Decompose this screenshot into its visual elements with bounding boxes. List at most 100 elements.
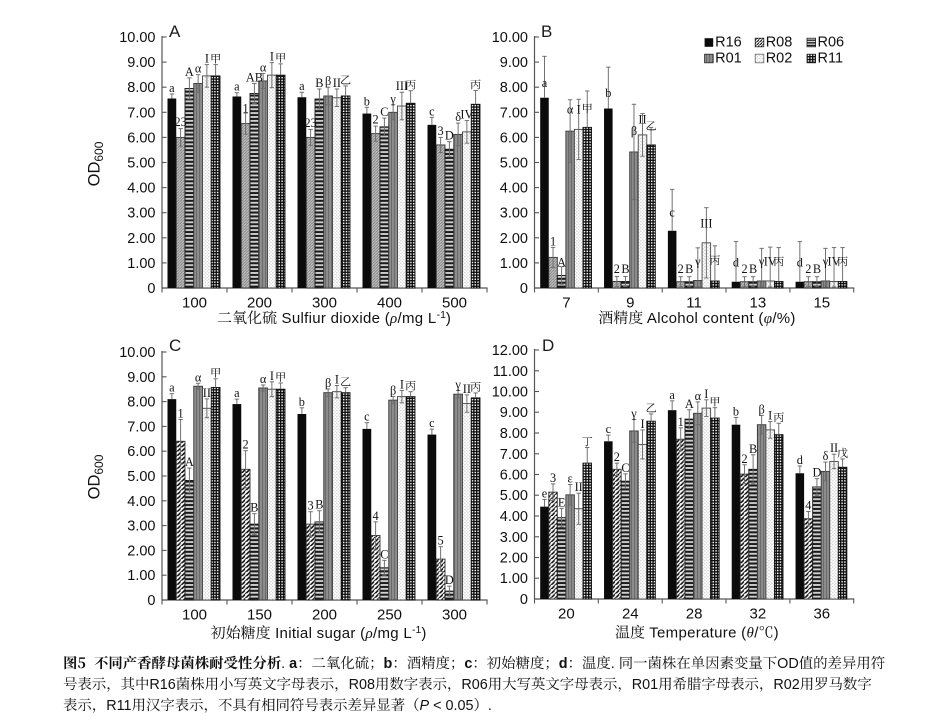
svg-text:3.00: 3.00 [127, 519, 155, 535]
svg-text:100: 100 [182, 607, 207, 624]
svg-text:γ: γ [389, 92, 396, 106]
svg-text:8.00: 8.00 [127, 395, 155, 411]
svg-text:I: I [270, 50, 274, 64]
svg-text:R01: R01 [715, 50, 742, 66]
svg-text:-1: -1 [412, 624, 421, 636]
svg-text:3.00: 3.00 [127, 206, 155, 222]
svg-text:R08: R08 [766, 34, 793, 50]
svg-text:1.00: 1.00 [500, 256, 528, 272]
svg-text:9: 9 [626, 295, 634, 312]
svg-text:II: II [333, 76, 341, 90]
svg-text:20: 20 [558, 606, 575, 623]
svg-text:32: 32 [750, 606, 767, 623]
svg-text:/mg L: /mg L [398, 310, 437, 327]
svg-text:R01: R01 [632, 677, 658, 693]
svg-text:c: c [669, 205, 675, 219]
svg-text:I: I [400, 377, 404, 391]
svg-text:I: I [270, 369, 274, 383]
svg-text:Temperature (: Temperature ( [645, 625, 746, 642]
svg-text:A: A [185, 65, 194, 79]
svg-text:β: β [631, 124, 637, 138]
svg-text:3: 3 [438, 124, 444, 138]
svg-text:C: C [380, 105, 388, 119]
svg-text:10.00: 10.00 [492, 385, 528, 401]
svg-text:/mg L: /mg L [373, 625, 412, 642]
svg-text:R11: R11 [818, 50, 844, 66]
svg-text:9.00: 9.00 [127, 370, 155, 386]
svg-text:B: B [813, 262, 821, 276]
svg-text:Sulfiur dioxide (: Sulfiur dioxide ( [277, 310, 390, 327]
svg-text:1: 1 [243, 101, 249, 115]
svg-text:c: c [364, 410, 370, 424]
svg-text:300: 300 [442, 607, 467, 624]
svg-text:2: 2 [614, 262, 620, 276]
svg-text:I: I [768, 409, 772, 423]
svg-text:II: II [203, 386, 211, 400]
svg-text:ε: ε [568, 471, 573, 485]
svg-text:R06: R06 [818, 34, 845, 50]
svg-text:2: 2 [741, 452, 747, 466]
svg-text:II: II [638, 113, 646, 127]
svg-text:2: 2 [373, 113, 379, 127]
svg-text:a: a [169, 81, 175, 95]
svg-text:7.00: 7.00 [500, 105, 528, 121]
svg-text:): ) [446, 310, 451, 327]
svg-text:0: 0 [520, 281, 528, 297]
svg-text:β: β [325, 376, 331, 390]
svg-text:b: b [733, 404, 739, 418]
svg-text:α: α [260, 372, 267, 386]
svg-text:4.00: 4.00 [127, 181, 155, 197]
svg-text:β: β [390, 383, 396, 397]
svg-text:0: 0 [147, 281, 155, 297]
svg-text:1: 1 [178, 406, 184, 420]
svg-text:a: a [299, 79, 305, 93]
svg-text:Alcohol content (: Alcohol content ( [643, 310, 763, 327]
svg-text:I: I [205, 52, 209, 66]
svg-text:I: I [335, 372, 339, 386]
svg-text:6.00: 6.00 [500, 468, 528, 484]
svg-text:D: D [542, 336, 554, 355]
svg-text:e: e [542, 486, 548, 500]
svg-text:IV: IV [460, 108, 473, 122]
svg-text:.: . [281, 656, 289, 672]
svg-text:AB: AB [246, 70, 263, 84]
svg-text:d: d [797, 256, 803, 270]
svg-text:II: II [575, 480, 583, 494]
svg-text:4.00: 4.00 [127, 494, 155, 510]
svg-text:a: a [169, 381, 175, 395]
svg-text:250: 250 [377, 607, 402, 624]
svg-text:B: B [315, 76, 323, 90]
svg-text:13: 13 [750, 295, 767, 312]
svg-text:III: III [700, 216, 712, 230]
svg-text:1.00: 1.00 [500, 571, 528, 587]
svg-text:5: 5 [438, 534, 444, 548]
svg-text:1.00: 1.00 [127, 256, 155, 272]
svg-text:α: α [195, 370, 202, 384]
svg-text:2.00: 2.00 [127, 543, 155, 559]
svg-text:2.00: 2.00 [127, 231, 155, 247]
svg-text:a: a [669, 388, 675, 402]
svg-text:I: I [704, 387, 708, 401]
svg-text:R06: R06 [461, 677, 487, 693]
svg-text:4: 4 [373, 509, 379, 523]
svg-text:A: A [169, 22, 181, 41]
svg-text:1.00: 1.00 [127, 568, 155, 584]
svg-text:2: 2 [805, 262, 811, 276]
svg-text:B: B [749, 442, 757, 456]
svg-text:R16: R16 [149, 677, 175, 693]
svg-text:9.00: 9.00 [500, 405, 528, 421]
svg-text:200: 200 [312, 607, 337, 624]
svg-text:6.00: 6.00 [500, 130, 528, 146]
svg-text:5.00: 5.00 [500, 156, 528, 172]
svg-text:): ) [774, 625, 779, 642]
svg-text:1: 1 [550, 234, 556, 248]
svg-text:δ: δ [823, 449, 829, 463]
svg-text:b: b [299, 395, 305, 409]
svg-text:OD: OD [777, 656, 799, 672]
svg-text:150: 150 [247, 607, 272, 624]
svg-text:8.00: 8.00 [500, 426, 528, 442]
svg-text:E: E [558, 495, 566, 509]
svg-text:5.00: 5.00 [127, 469, 155, 485]
svg-text:0: 0 [520, 592, 528, 608]
svg-text:/: / [754, 625, 759, 642]
